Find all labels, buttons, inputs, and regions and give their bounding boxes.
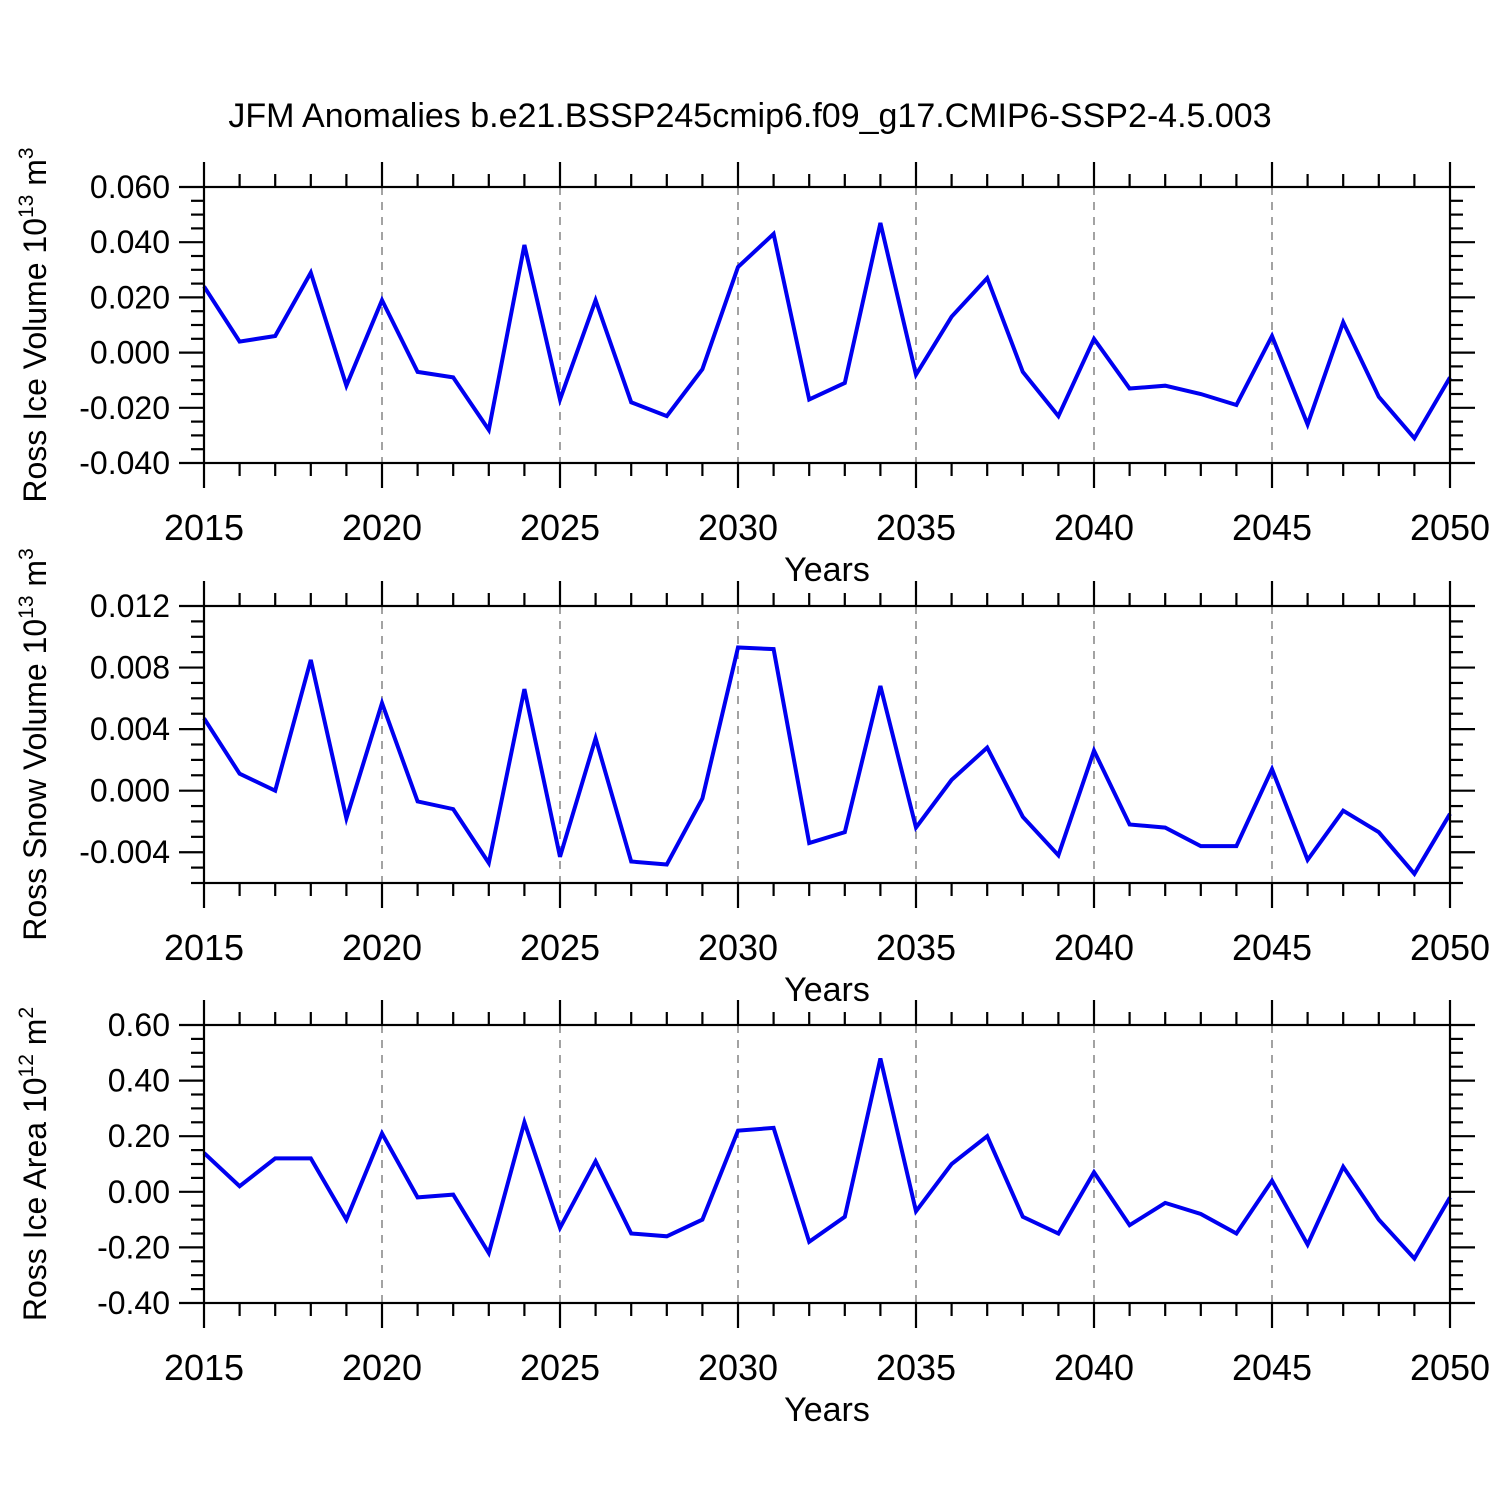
x-axis-title: Years [784, 1391, 870, 1429]
x-tick-label: 2025 [520, 1347, 600, 1388]
x-tick-label: 2020 [342, 927, 422, 968]
y-tick-label: 0.040 [90, 224, 170, 260]
y-tick-label: 0.012 [90, 588, 170, 624]
x-tick-label: 2020 [342, 507, 422, 548]
y-axis-title-text: Ross Ice Area 10 [17, 1077, 53, 1321]
y-tick-label: 0.008 [90, 650, 170, 686]
y-tick-label: 0.000 [90, 773, 170, 809]
x-tick-label: 2015 [164, 507, 244, 548]
y-axis-title-text: m [17, 560, 53, 596]
data-line-ross-ice-volume [202, 222, 1452, 442]
x-tick-label: 2040 [1054, 1347, 1134, 1388]
x-tick-label: 2050 [1410, 1347, 1490, 1388]
y-tick-label: -0.040 [79, 445, 170, 481]
plot-frame [202, 604, 1452, 885]
y-axis-title-text: Ross Ice Volume 10 [17, 218, 53, 503]
x-tick-label: 2035 [876, 507, 956, 548]
data-line-ross-snow-volume [202, 645, 1452, 878]
x-tick-label: 2045 [1232, 927, 1312, 968]
y-tick-label: 0.004 [90, 711, 170, 747]
x-tick-label: 2045 [1232, 1347, 1312, 1388]
panel-ross-ice-area: 2015 2020 2025 2030 2035 2040 2045 2050 -0.40 -0.… [15, 1000, 1490, 1429]
panel-ross-snow-volume: 2015 2020 2025 2030 2035 2040 2045 2050 -0.004 0.… [15, 548, 1490, 1009]
y-tick-label: -0.40 [97, 1285, 170, 1321]
plot-frame [202, 185, 1452, 465]
y-axis-title-sup: 3 [15, 147, 38, 159]
x-tick-label: 2030 [698, 927, 778, 968]
y-axis-title: Ross Ice Volume 1013 m3 [15, 147, 53, 502]
y-tick-label: 0.000 [90, 335, 170, 371]
x-tick-label: 2025 [520, 507, 600, 548]
x-tick-label: 2045 [1232, 507, 1312, 548]
figure-title: JFM Anomalies b.e21.BSSP245cmip6.f09_g17… [228, 97, 1271, 135]
x-tick-label: 2030 [698, 1347, 778, 1388]
x-axis-title: Years [784, 551, 870, 589]
x-tick-label: 2025 [520, 927, 600, 968]
y-tick-label: 0.060 [90, 169, 170, 205]
x-tick-label: 2015 [164, 927, 244, 968]
x-tick-label: 2035 [876, 1347, 956, 1388]
y-axis-title-text: m [17, 1019, 53, 1055]
panel-ross-ice-volume: 2015 2020 2025 2030 2035 2040 2045 2050 -0.040 -0… [15, 147, 1490, 589]
y-axis-title-sup: 13 [15, 595, 38, 618]
x-tick-label: 2040 [1054, 507, 1134, 548]
y-axis-title: Ross Snow Volume 1013 m3 [15, 548, 53, 941]
y-tick-label: 0.020 [90, 279, 170, 315]
x-tick-label: 2015 [164, 1347, 244, 1388]
y-axis-title: Ross Ice Area 1012 m2 [15, 1007, 53, 1321]
x-tick-label: 2050 [1410, 927, 1490, 968]
x-tick-label: 2020 [342, 1347, 422, 1388]
plot-frame [202, 1023, 1452, 1305]
y-tick-label: -0.020 [79, 390, 170, 426]
y-axis-title-text: m [17, 159, 53, 195]
y-axis-title-sup: 12 [15, 1054, 38, 1077]
y-tick-label: 0.40 [108, 1063, 170, 1099]
y-tick-label: 0.00 [108, 1174, 170, 1210]
x-tick-label: 2035 [876, 927, 956, 968]
y-axis-title-sup: 13 [15, 195, 38, 218]
x-tick-label: 2030 [698, 507, 778, 548]
x-tick-label: 2040 [1054, 927, 1134, 968]
y-tick-label: 0.60 [108, 1007, 170, 1043]
y-tick-label: -0.004 [79, 834, 170, 870]
y-axis-title-sup: 2 [15, 1007, 38, 1019]
y-tick-label: 0.20 [108, 1118, 170, 1154]
y-axis-title-sup: 3 [15, 548, 38, 560]
y-axis-title-text: Ross Snow Volume 10 [17, 619, 53, 941]
data-line-ross-ice-area [202, 1057, 1452, 1262]
x-axis-title: Years [784, 971, 870, 1009]
y-tick-label: -0.20 [97, 1229, 170, 1265]
x-tick-label: 2050 [1410, 507, 1490, 548]
